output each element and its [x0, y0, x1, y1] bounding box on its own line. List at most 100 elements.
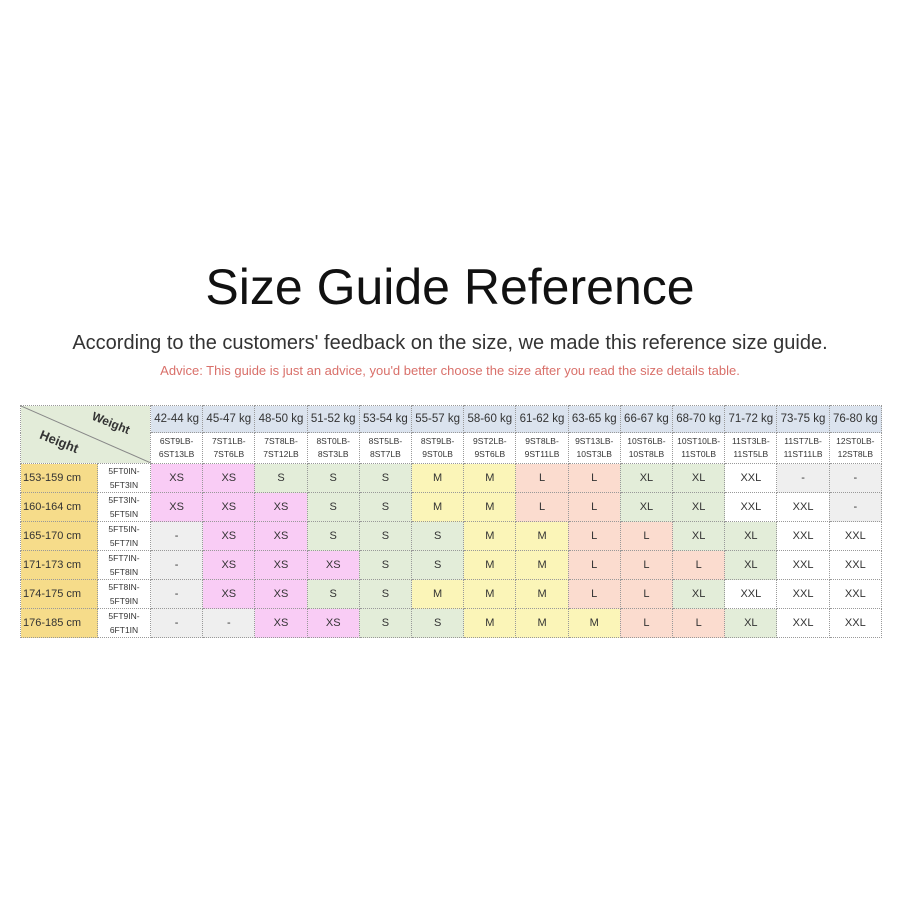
size-cell: - [202, 608, 256, 638]
size-cell: S [254, 463, 308, 493]
weight-kg-header: 71-72 kg [724, 405, 778, 433]
height-ft: 5FT5IN- 5FT7IN [97, 521, 151, 551]
size-cell: XL [672, 579, 726, 609]
size-cell: - [828, 463, 883, 493]
size-cell: XXL [776, 579, 830, 609]
size-cell: L [619, 608, 674, 638]
size-cell: XXL [776, 492, 830, 522]
weight-st-header: 9ST13LB- 10ST3LB [567, 432, 621, 464]
weight-st-line: 6ST9LB- [159, 436, 194, 446]
size-cell: XS [306, 608, 360, 638]
size-cell: XL [619, 492, 674, 522]
size-cell: XS [149, 492, 204, 522]
weight-st-header: 9ST8LB- 9ST11LB [515, 432, 569, 464]
weight-st-line: 12ST8LB [837, 449, 874, 459]
size-cell: L [567, 463, 621, 493]
size-cell: XL [724, 550, 778, 580]
height-ft-line: 5FT7IN- [108, 553, 140, 563]
size-cell: S [358, 463, 413, 493]
size-cell: S [358, 608, 413, 638]
size-cell: S [358, 550, 413, 580]
size-cell: L [515, 492, 569, 522]
weight-st-line: 12ST0LB- [836, 436, 875, 446]
page-title: Size Guide Reference [205, 259, 695, 315]
height-cm: 171-173 cm [20, 550, 98, 580]
height-ft-line: 5FT0IN- [108, 466, 140, 476]
size-cell: XXL [776, 608, 830, 638]
diagonal-divider [21, 406, 151, 463]
weight-kg-header: 68-70 kg [672, 405, 726, 433]
size-cell: XXL [724, 579, 778, 609]
weight-kg-header: 58-60 kg [463, 405, 517, 433]
size-cell: S [358, 521, 413, 551]
size-cell: M [515, 608, 569, 638]
size-cell: XS [254, 521, 308, 551]
size-cell: S [306, 579, 360, 609]
height-ft-line: 5FT5IN [109, 509, 139, 519]
size-cell: S [306, 463, 360, 493]
size-cell: S [306, 492, 360, 522]
weight-st-line: 7ST12LB [263, 449, 299, 459]
size-cell: - [149, 550, 204, 580]
weight-st-header: 7ST1LB- 7ST6LB [202, 432, 256, 464]
size-cell: XXL [828, 550, 883, 580]
size-cell: XXL [828, 608, 883, 638]
weight-st-header: 8ST0LB- 8ST3LB [306, 432, 360, 464]
size-cell: L [567, 521, 621, 551]
size-cell: S [411, 608, 465, 638]
weight-st-header: 11ST3LB- 11ST5LB [724, 432, 778, 464]
weight-st-header: 10ST10LB- 11ST0LB [672, 432, 726, 464]
size-cell: - [149, 521, 204, 551]
size-cell: M [515, 521, 569, 551]
weight-st-line: 6ST13LB [158, 449, 195, 459]
weight-st-line: 8ST9LB- [420, 436, 455, 446]
size-cell: XS [254, 608, 308, 638]
size-cell: XL [672, 463, 726, 493]
weight-st-line: 8ST7LB [370, 449, 401, 459]
weight-kg-header: 55-57 kg [411, 405, 465, 433]
size-cell: XS [306, 550, 360, 580]
subtitle: According to the customers' feedback on … [72, 332, 828, 354]
size-cell: L [567, 579, 621, 609]
weight-kg-header: 45-47 kg [202, 405, 256, 433]
table-row: 174-175 cm 5FT8IN- 5FT9IN - XS XS S S M M M L L XL XXL… [20, 579, 883, 609]
height-cm: 153-159 cm [20, 463, 98, 493]
weight-st-header: 6ST9LB- 6ST13LB [149, 432, 204, 464]
size-cell: XXL [828, 521, 883, 551]
size-cell: XL [724, 608, 778, 638]
size-cell: L [619, 521, 674, 551]
size-cell: M [515, 550, 569, 580]
size-cell: M [411, 579, 465, 609]
size-cell: L [619, 579, 674, 609]
size-cell: XL [672, 492, 726, 522]
weight-st-line: 11ST7LB- [784, 436, 822, 446]
weight-st-header: 12ST0LB- 12ST8LB [828, 432, 883, 464]
table-row: 165-170 cm 5FT5IN- 5FT7IN - XS XS S S S M M L L XL XL X… [20, 521, 883, 551]
size-cell: XS [254, 579, 308, 609]
size-cell: XL [619, 463, 674, 493]
weight-st-header: 8ST9LB- 9ST0LB [411, 432, 465, 464]
height-ft-line: 5FT8IN [109, 567, 139, 577]
weight-kg-header: 76-80 kg [828, 405, 883, 433]
height-ft-line: 5FT7IN [109, 538, 139, 548]
weight-st-line: 11ST11LB [783, 449, 823, 459]
height-ft-line: 5FT9IN- [108, 611, 140, 621]
size-cell: L [567, 492, 621, 522]
weight-st-header: 9ST2LB- 9ST6LB [463, 432, 517, 464]
size-cell: - [776, 463, 830, 493]
weight-st-line: 7ST8LB- [264, 436, 298, 446]
weight-st-header: 11ST7LB- 11ST11LB [776, 432, 830, 464]
height-ft-line: 5FT5IN- [108, 524, 140, 534]
weight-st-line: 8ST3LB [317, 449, 349, 459]
size-cell: - [149, 579, 204, 609]
height-ft: 5FT8IN- 5FT9IN [97, 579, 151, 609]
weight-st-line: 9ST2LB- [473, 436, 507, 446]
size-cell: XXL [828, 579, 883, 609]
size-cell: M [463, 521, 517, 551]
table-row: 160-164 cm 5FT3IN- 5FT5IN XS XS XS S S M M L L XL XL X… [20, 492, 883, 522]
weight-kg-header: 51-52 kg [306, 405, 360, 433]
size-cell: M [411, 492, 465, 522]
weight-st-header: 8ST5LB- 8ST7LB [358, 432, 413, 464]
height-ft: 5FT0IN- 5FT3IN [97, 463, 151, 493]
size-cell: L [567, 550, 621, 580]
